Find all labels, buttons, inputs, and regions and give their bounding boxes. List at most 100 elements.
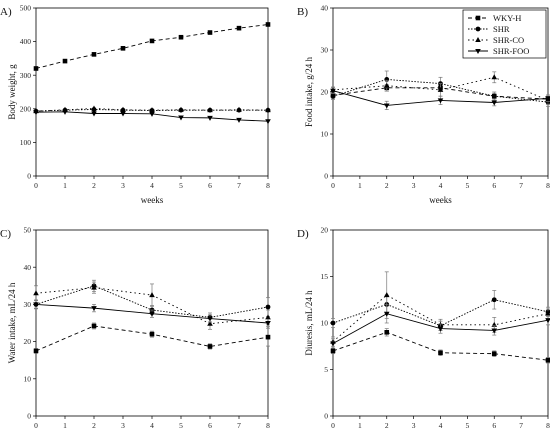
panel-c-series-shr-co-point	[91, 284, 97, 290]
panel-d-ytick-label: 5	[324, 365, 328, 374]
panel-a-series-shr-co-point	[149, 107, 155, 113]
panel-c-xtick-label: 5	[179, 421, 183, 430]
panel-b-series-shr-foo-point	[383, 103, 390, 109]
panel-d-series-wky-h-point	[384, 330, 390, 335]
panel-c-ytick-label: 0	[27, 412, 31, 421]
panel-a-series-shr-foo-point	[62, 109, 68, 115]
panel-a-xtick-label: 5	[179, 181, 183, 190]
panel-c-series-wky-h-point	[33, 348, 39, 354]
panel-b-series-shr-line	[332, 78, 549, 103]
panel-a-series-shr-foo-point	[178, 115, 184, 121]
panel-b-series-shr-co-point	[437, 86, 444, 92]
panel-c-series-wky-h-line	[35, 325, 269, 352]
panel-d-series-shr-foo	[330, 304, 550, 349]
panel-d-xtick-label: 4	[439, 421, 443, 430]
panel-a-series-wky-h	[33, 22, 271, 71]
panel-a-series-wky-h-point	[178, 34, 184, 40]
panel-d-series-shr-foo-point	[330, 341, 336, 347]
panel-c-xtick-label: 7	[237, 421, 241, 430]
panel-d: D)01234567805101520weeksDiuresis, mL/24 …	[297, 226, 550, 430]
panel-b-series-shr-point	[384, 77, 390, 82]
panel-b-xlabel: weeks	[429, 195, 452, 205]
panel-a-series-wky-h-point	[91, 52, 97, 57]
panel-c-series-shr-co	[33, 281, 271, 330]
panel-c-series-shr-co-point	[207, 320, 213, 326]
panel-b-series-shr-foo-point	[330, 88, 336, 94]
panel-b-xtick-label: 1	[358, 181, 362, 190]
panel-d-label: D)	[297, 228, 309, 240]
panel-c-series-wky-h-point	[265, 334, 271, 340]
panel-c-label: C)	[0, 228, 11, 240]
panel-d-series-shr-foo-point	[437, 326, 444, 332]
panel-b-series-shr-foo	[330, 87, 550, 110]
panel-a-series-shr-co-point	[178, 106, 184, 112]
panel-a: A) 0 1 2 3 4 5 6 7 8 0 100 200 300 400 500 weeks Body wei…	[0, 4, 271, 205]
panel-a-series-wky-h-point	[33, 66, 39, 71]
panel-a-xtick-label: 7	[237, 181, 241, 190]
panel-c-series-wky-h-point	[91, 323, 97, 329]
panel-d-series-shr-point	[330, 320, 336, 326]
panel-c-xtick-label: 1	[63, 421, 67, 430]
panel-a-xtick-label: 0	[34, 181, 38, 190]
panel-d-series-shr-co	[330, 271, 550, 347]
panel-d-series-shr-foo-point	[383, 311, 390, 317]
panel-c-series-wky-h-point	[207, 344, 213, 349]
panel-d-series-wky-h-point	[491, 351, 497, 356]
panel-a-series-wky-h-point	[265, 22, 271, 27]
panel-d-xtick-label: 7	[519, 421, 523, 430]
panel-c-series-shr-foo-point	[33, 302, 39, 308]
panel-c-series-shr-foo-point	[207, 316, 213, 322]
panel-d-ytick-label: 10	[321, 319, 329, 328]
panel-a-xtick-label: 1	[63, 181, 67, 190]
panel-b-xtick-label: 3	[412, 181, 416, 190]
panel-c-series-shr-co-point	[265, 314, 271, 320]
panel-b-ytick-label: 20	[321, 88, 329, 97]
panel-c-series-wky-h-point	[149, 331, 155, 337]
panel-d-xtick-label: 1	[358, 421, 362, 430]
panel-a-series-shr-co-point	[236, 106, 242, 112]
panel-b-series-shr-point	[330, 93, 336, 99]
panel-a-series-wky-h-point	[120, 46, 126, 51]
panel-b-ytick-label: 10	[321, 130, 329, 139]
panel-d-series-shr-co-point	[545, 310, 550, 316]
panel-a-series-shr-foo-point	[149, 111, 155, 117]
panel-c-ytick-label: 40	[24, 263, 32, 272]
panel-d-xtick-label: 2	[385, 421, 389, 430]
panel-c-series-shr-foo-point	[91, 306, 97, 312]
panel-c-series-shr-foo-point	[149, 311, 155, 317]
legend-marker-shr-co	[475, 37, 481, 42]
panel-c-xtick-label: 3	[121, 421, 125, 430]
panel-d-xtick-label: 8	[546, 421, 550, 430]
panel-d-series-shr-point	[491, 297, 497, 303]
legend-marker-shr-foo	[475, 49, 481, 54]
panel-c-ytick-label: 50	[24, 226, 32, 235]
panel-b-label: B)	[297, 6, 308, 18]
panel-c-series-wky-h	[33, 322, 271, 354]
panel-d-ytick-label: 20	[321, 226, 329, 235]
panel-a-xtick-label: 8	[266, 181, 270, 190]
panel-a-series-shr-co-point	[207, 107, 213, 113]
panel-a-xlabel: weeks	[141, 195, 164, 205]
panel-a-series-wky-h-point	[207, 30, 213, 35]
panel-b-xtick-label: 0	[331, 181, 335, 190]
panel-d-ytick-label: 0	[324, 412, 328, 421]
panel-a-ytick-label: 400	[20, 37, 32, 46]
legend-label-shr: SHR	[493, 24, 510, 34]
panel-a-series-shr-foo	[33, 109, 271, 125]
panel-a-ytick-label: 500	[20, 4, 32, 13]
panel-d-series-shr-foo-point	[545, 318, 550, 324]
panel-d-series-shr-co-line	[332, 294, 549, 342]
panel-b-ytick-label: 40	[321, 4, 329, 13]
panel-c-series-shr-foo	[33, 300, 271, 328]
legend-label-wky-h: WKY-H	[493, 13, 521, 23]
panel-c-series-shr-co-point	[33, 290, 39, 296]
panel-d-xtick-label: 0	[331, 421, 335, 430]
panel-d-series-shr-co-point	[383, 292, 390, 298]
panel-a-series-shr-co-point	[91, 105, 97, 111]
panel-b-series-shr-co-point	[491, 74, 498, 80]
panel-a-xtick-label: 3	[121, 181, 125, 190]
panel-a-series-shr-foo-point	[236, 117, 242, 123]
panel-c-series-shr-co-point	[149, 292, 155, 298]
